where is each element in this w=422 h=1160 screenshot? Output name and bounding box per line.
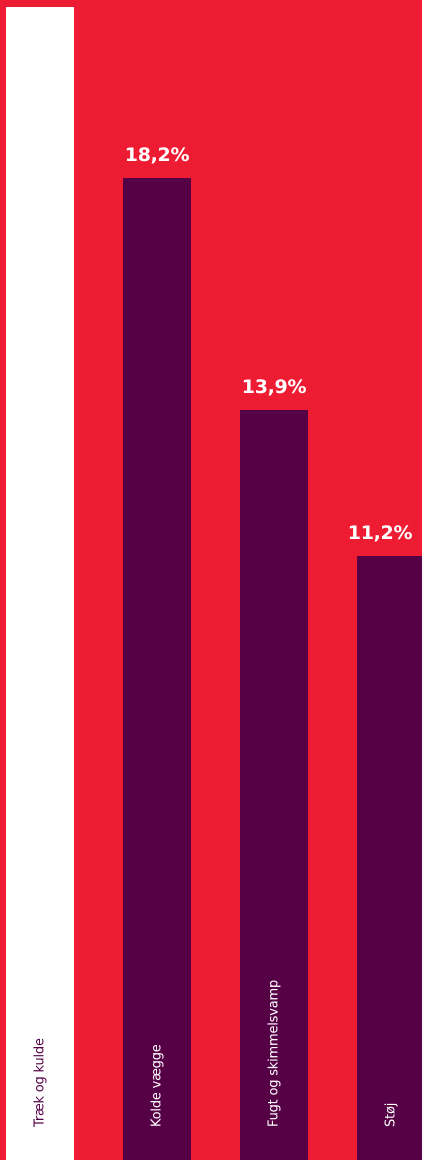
category-label-3: Støj [383,1102,399,1127]
bar-3: Støj [357,555,422,1160]
value-label-2: 13,9% [241,376,307,398]
bar-1: Kolde vægge [123,178,191,1160]
value-label-3: 11,2% [347,521,413,544]
category-label-2: Fugt og skimmelsvamp [266,979,282,1127]
bar-2: Fugt og skimmelsvamp [240,410,308,1160]
category-label-1: Kolde vægge [149,1044,165,1127]
category-label-0: Træk og kulde [32,1038,48,1127]
value-label-1: 18,2% [124,144,190,166]
bar-0: Træk og kulde [6,7,74,1160]
